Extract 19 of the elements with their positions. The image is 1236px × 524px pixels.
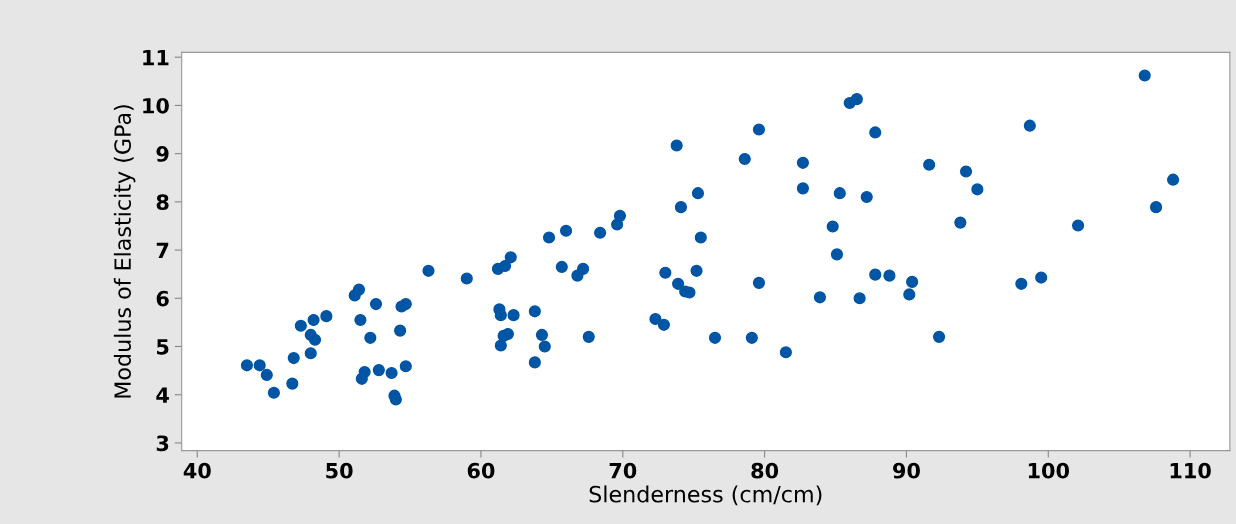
x-tick-label: 40 <box>183 462 211 479</box>
x-tick-label: 110 <box>1170 462 1211 479</box>
x-tick-label: 100 <box>1028 462 1070 479</box>
x-axis-title: Slenderness (cm/cm) <box>589 485 822 506</box>
y-tick-label: 3 <box>156 435 169 452</box>
x-tick-label: 60 <box>467 462 495 479</box>
y-tick-label: 7 <box>156 242 169 258</box>
y-tick-label: 5 <box>157 339 169 355</box>
y-axis-title: Modulus of Elasticity (GPa) <box>113 105 136 398</box>
y-tick-label: 4 <box>156 387 169 403</box>
y-tick-label: 10 <box>143 97 169 114</box>
y-tick-label: 8 <box>156 194 169 211</box>
x-tick-label: 80 <box>751 462 779 479</box>
x-tick-label: 50 <box>326 462 353 479</box>
x-tick-label: 90 <box>893 462 920 479</box>
y-tick-label: 9 <box>156 146 169 162</box>
y-tick-label: 6 <box>156 290 169 307</box>
x-tick-label: 70 <box>609 462 637 479</box>
y-tick-label: 11 <box>143 49 169 66</box>
